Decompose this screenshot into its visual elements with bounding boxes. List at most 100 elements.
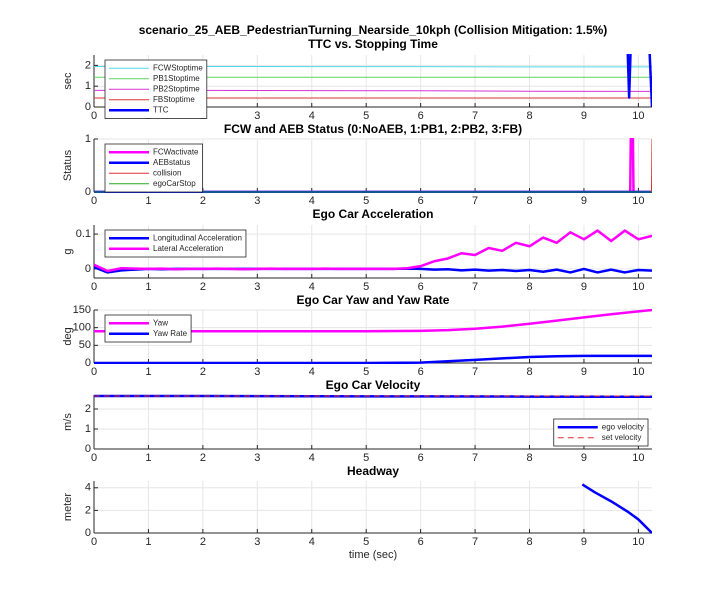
x-tick-label: 9 (581, 110, 587, 122)
legend-box (104, 229, 247, 258)
chart-title: Ego Car Velocity (326, 378, 421, 392)
x-tick-label: 0 (91, 110, 97, 122)
x-tick-label: 8 (526, 452, 532, 464)
y-axis-label: g (62, 248, 74, 254)
x-tick-label: 7 (472, 536, 478, 548)
y-tick-label: 2 (85, 59, 91, 71)
x-tick-label: 10 (632, 536, 644, 548)
x-tick-label: 5 (363, 195, 369, 207)
x-tick-label: 5 (363, 110, 369, 122)
x-tick-label: 0 (91, 452, 97, 464)
y-tick-label: 2 (85, 403, 91, 415)
legend-label: FCWStoptime (153, 63, 203, 72)
legend-label: Yaw Rate (153, 329, 188, 338)
x-tick-label: 5 (363, 452, 369, 464)
x-tick-label: 1 (145, 536, 151, 548)
x-tick-label: 6 (418, 195, 424, 207)
legend: Yaw Yaw Rate (104, 314, 192, 343)
x-tick-label: 1 (145, 281, 151, 293)
x-tick-label: 0 (91, 281, 97, 293)
y-tick-label: 0 (85, 527, 91, 539)
x-tick-label: 10 (632, 110, 644, 122)
legend-label: Yaw (153, 318, 168, 327)
y-tick-label: 0 (85, 357, 91, 369)
y-axis-label: sec (62, 72, 74, 90)
series-line (94, 89, 652, 92)
series-line (581, 483, 652, 534)
chart-title: Headway (347, 464, 399, 478)
legend-label: AEBstatus (153, 158, 190, 167)
y-tick-label: 0.1 (76, 228, 91, 240)
y-tick-label: 4 (85, 482, 91, 494)
x-tick-label: 8 (526, 281, 532, 293)
y-tick-label: 0 (85, 443, 91, 455)
legend: ego velocity set velocity (553, 418, 649, 447)
series-line (626, 54, 652, 108)
y-axis-label: m/s (62, 413, 74, 431)
x-tick-label: 4 (309, 366, 315, 378)
x-tick-label: 4 (309, 195, 315, 207)
x-tick-label: 3 (254, 281, 260, 293)
x-tick-label: 2 (200, 281, 206, 293)
legend-label: set velocity (602, 433, 642, 442)
legend-box (553, 418, 649, 447)
x-tick-label: 10 (632, 281, 644, 293)
chart-subtitle: TTC vs. Stopping Time (308, 37, 438, 51)
y-axis-label: Status (62, 149, 74, 181)
x-axis-label: time (sec) (349, 549, 397, 561)
x-tick-label: 9 (581, 452, 587, 464)
x-tick-label: 7 (472, 110, 478, 122)
legend-label: PB1Stoptime (153, 74, 200, 83)
x-tick-label: 10 (632, 195, 644, 207)
y-axis-label: deg (62, 327, 74, 345)
x-tick-label: 10 (632, 452, 644, 464)
x-tick-label: 8 (526, 536, 532, 548)
x-tick-label: 9 (581, 281, 587, 293)
x-tick-label: 7 (472, 366, 478, 378)
x-tick-label: 0 (91, 366, 97, 378)
x-tick-label: 9 (581, 536, 587, 548)
y-tick-label: 1 (85, 423, 91, 435)
x-tick-label: 8 (526, 366, 532, 378)
y-tick-label: 0 (85, 186, 91, 198)
x-tick-label: 2 (200, 195, 206, 207)
legend-label: FBStoptime (153, 95, 195, 104)
x-tick-label: 3 (254, 536, 260, 548)
y-tick-label: 2 (85, 504, 91, 516)
x-tick-label: 8 (526, 110, 532, 122)
y-tick-label: 0 (85, 101, 91, 113)
x-tick-label: 3 (254, 195, 260, 207)
y-axis-label: meter (62, 493, 74, 521)
x-tick-label: 5 (363, 366, 369, 378)
y-tick-label: 50 (79, 339, 91, 351)
legend-label: PB2Stoptime (153, 84, 200, 93)
series-line (94, 229, 652, 273)
legend-label: TTC (153, 105, 169, 114)
chart-title: Ego Car Yaw and Yaw Rate (297, 293, 450, 307)
x-tick-label: 6 (418, 110, 424, 122)
legend-label: collision (153, 168, 181, 177)
x-tick-label: 6 (418, 536, 424, 548)
legend-label: FCWactivate (153, 147, 199, 156)
x-tick-label: 8 (526, 195, 532, 207)
chart-title: FCW and AEB Status (0:NoAEB, 1:PB1, 2:PB… (224, 122, 522, 136)
x-tick-label: 6 (418, 281, 424, 293)
legend: Longitudinal Acceleration Lateral Acceler… (104, 229, 247, 258)
x-tick-label: 0 (91, 195, 97, 207)
x-tick-label: 6 (418, 452, 424, 464)
legend-label: Longitudinal Acceleration (153, 233, 242, 242)
x-tick-label: 5 (363, 281, 369, 293)
x-tick-label: 3 (254, 110, 260, 122)
x-tick-label: 7 (472, 281, 478, 293)
series-line (94, 394, 652, 399)
x-tick-label: 6 (418, 366, 424, 378)
chart-title: Ego Car Acceleration (313, 207, 434, 221)
x-tick-label: 2 (200, 366, 206, 378)
x-tick-label: 9 (581, 366, 587, 378)
y-tick-label: 150 (73, 304, 91, 316)
x-tick-label: 2 (200, 452, 206, 464)
x-tick-label: 3 (254, 452, 260, 464)
x-tick-label: 4 (309, 536, 315, 548)
